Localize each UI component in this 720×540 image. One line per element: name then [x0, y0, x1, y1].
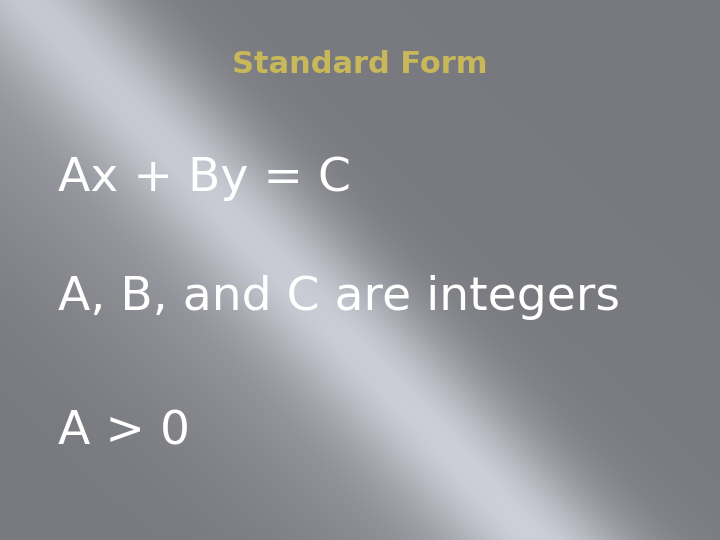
Text: A, B, and C are integers: A, B, and C are integers [58, 274, 620, 320]
Text: Standard Form: Standard Form [233, 50, 487, 79]
Text: Ax + By = C: Ax + By = C [58, 156, 351, 201]
Text: A > 0: A > 0 [58, 409, 189, 455]
